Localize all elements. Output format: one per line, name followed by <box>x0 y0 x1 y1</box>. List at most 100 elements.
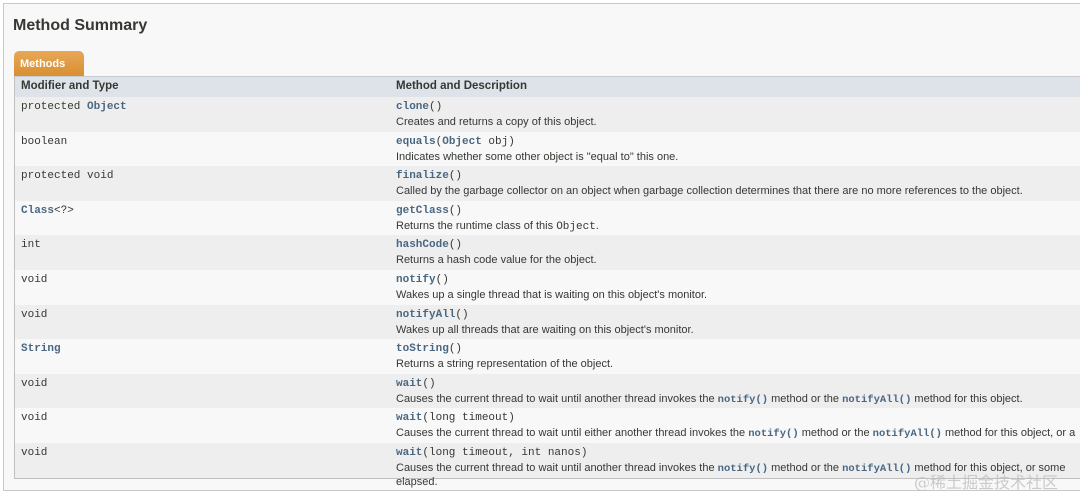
table-row: protected void finalize() Called by the ga… <box>15 166 1080 201</box>
modifier-cell: Class<?> <box>15 201 390 236</box>
method-summary-table: Modifier and Type Method and Description… <box>14 76 1080 488</box>
modifier-cell: int <box>15 235 390 270</box>
type-link[interactable]: notifyAll() <box>842 393 912 406</box>
text: method or the <box>798 427 873 440</box>
code-text: Object <box>556 220 596 233</box>
text: Returns the runtime class of this <box>396 219 557 232</box>
type-link[interactable]: Class <box>21 204 55 217</box>
table-row: boolean equals(Object obj) Indicates wheth… <box>15 132 1080 167</box>
text: Creates and returns a copy of this objec… <box>396 116 597 128</box>
method-cell: finalize() Called by the garbage collecto… <box>390 166 1080 201</box>
table-row: int hashCode() Returns a hash code value f… <box>15 235 1080 270</box>
text: protected <box>21 101 88 113</box>
method-description: Called by the garbage collector on an ob… <box>396 185 1080 198</box>
type-link[interactable]: notify() <box>717 393 769 406</box>
text: void <box>21 377 48 390</box>
method-signature: toString() <box>396 343 1080 355</box>
text: () <box>448 239 463 252</box>
text: Wakes up a single thread that is waiting… <box>396 288 708 301</box>
method-signature: notifyAll() <box>396 309 1080 321</box>
method-cell: notify() Wakes up a single thread that is… <box>390 270 1080 305</box>
text: (long timeout, int nanos) <box>422 446 588 459</box>
method-cell: toString() Returns a string representatio… <box>390 339 1080 374</box>
method-link[interactable]: toString <box>396 343 449 356</box>
watermark: @稀土掘金技术社区 <box>914 473 1059 492</box>
method-cell: wait(long timeout) Causes the current thr… <box>390 408 1080 443</box>
method-cell: getClass() Returns the runtime class of t… <box>390 201 1080 236</box>
text: <?> <box>54 204 74 217</box>
tab-methods[interactable]: Methods <box>14 51 84 76</box>
modifier-cell: void <box>15 374 390 409</box>
table-row: String toString() Returns a string represe… <box>15 339 1080 374</box>
text: () <box>455 308 469 321</box>
type-link[interactable]: String <box>21 343 61 356</box>
method-link[interactable]: wait <box>396 446 423 459</box>
method-link[interactable]: getClass <box>396 204 449 217</box>
modifier-cell: String <box>15 339 390 374</box>
column-header-method: Method and Description <box>396 80 527 92</box>
method-link[interactable]: wait <box>396 412 423 425</box>
type-link[interactable]: notify() <box>748 428 799 441</box>
text: () <box>448 204 463 217</box>
type-link[interactable]: notify() <box>717 462 769 475</box>
method-link[interactable]: clone <box>396 101 430 113</box>
text: () <box>422 377 436 390</box>
method-link[interactable]: notifyAll <box>396 308 456 321</box>
type-link[interactable]: notifyAll() <box>842 462 912 475</box>
text: () <box>448 343 463 356</box>
type-link[interactable]: notifyAll() <box>872 428 942 441</box>
text: () <box>448 170 463 183</box>
page-title: Method Summary <box>13 17 148 34</box>
method-signature: wait() <box>396 378 1080 390</box>
modifier-cell: protected Object <box>15 97 390 132</box>
text: () <box>435 273 449 286</box>
text: () <box>429 101 443 113</box>
method-description: Returns a string representation of the o… <box>396 358 1080 371</box>
method-cell: notifyAll() Wakes up all threads that are… <box>390 305 1080 340</box>
text: boolean <box>21 135 68 148</box>
modifier-cell: void <box>15 270 390 305</box>
method-description: Causes the current thread to wait until … <box>396 393 1080 407</box>
type-link[interactable]: Object <box>442 135 482 148</box>
method-description: Creates and returns a copy of this objec… <box>396 116 1080 129</box>
modifier-cell: protected void <box>15 166 390 201</box>
method-signature: finalize() <box>396 170 1080 182</box>
text: Indicates whether some other object is "… <box>396 150 679 163</box>
method-link[interactable]: equals <box>396 135 436 148</box>
method-signature: equals(Object obj) <box>396 136 1080 148</box>
modifier-cell: void <box>15 408 390 443</box>
text: Returns a string representation of the o… <box>396 358 614 371</box>
method-link[interactable]: finalize <box>396 170 449 183</box>
modifier-cell: void <box>15 305 390 340</box>
text: method or the <box>768 392 843 405</box>
method-description: Returns the runtime class of this Object… <box>396 220 1080 234</box>
table-row: void wait(long timeout, int nanos) Causes … <box>15 442 1080 488</box>
method-cell: wait(long timeout, int nanos) Causes the … <box>390 443 1080 488</box>
method-cell: clone() Creates and returns a copy of thi… <box>390 97 1080 132</box>
text: void <box>21 412 48 425</box>
text: int <box>21 239 41 252</box>
text: Called by the garbage collector on an ob… <box>396 185 1023 198</box>
method-description: Returns a hash code value for the object… <box>396 254 1080 267</box>
method-signature: wait(long timeout, int nanos) <box>396 447 1080 459</box>
method-description: Wakes up a single thread that is waiting… <box>396 289 1080 302</box>
method-link[interactable]: notify <box>396 273 436 286</box>
method-link[interactable]: wait <box>396 377 423 390</box>
table-row: void notifyAll() Wakes up all threads that… <box>15 304 1080 340</box>
method-description: Causes the current thread to wait until … <box>396 427 1080 441</box>
text: Causes the current thread to wait until … <box>396 427 749 440</box>
text: Causes the current thread to wait until … <box>396 392 718 405</box>
text: void <box>21 308 48 321</box>
method-signature: clone() <box>396 101 1080 113</box>
text: method for this object. <box>911 392 1023 405</box>
table-header: Modifier and Type Method and Description <box>15 76 1080 97</box>
text: obj) <box>481 135 515 148</box>
table-row: Class<?> getClass() Returns the runtime cl… <box>15 201 1080 236</box>
method-signature: wait(long timeout) <box>396 412 1080 424</box>
method-link[interactable]: hashCode <box>396 239 449 252</box>
type-link[interactable]: Object <box>87 101 127 113</box>
modifier-cell: void <box>15 443 390 478</box>
column-header-modifier: Modifier and Type <box>21 80 119 92</box>
method-description: Indicates whether some other object is "… <box>396 151 1080 164</box>
table-row: protected Object clone() Creates and retur… <box>15 97 1080 132</box>
